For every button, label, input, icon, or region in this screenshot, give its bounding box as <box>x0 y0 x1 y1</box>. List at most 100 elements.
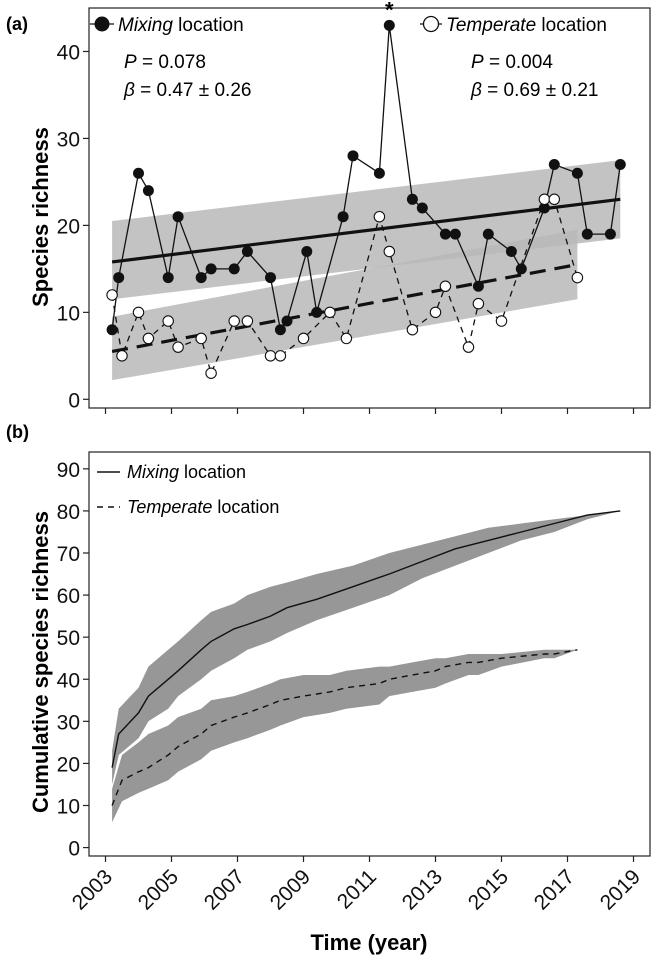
mixing-data-point <box>133 167 144 179</box>
x-tick-label: 2009 <box>266 865 315 914</box>
temperate-data-point <box>241 315 254 327</box>
temperate-data-point <box>116 350 128 362</box>
mixing-data-point <box>195 272 207 284</box>
temperate-beta-text: = 0.69 ± 0.21 <box>482 80 599 101</box>
mixing-data-point <box>538 202 550 214</box>
mixing-beta-symbol: β <box>123 80 135 101</box>
y-tick-label: 20 <box>57 215 80 238</box>
y-tick-label: 40 <box>57 669 80 692</box>
y-tick-label: 30 <box>57 128 80 151</box>
x-tick-label: 2015 <box>464 865 513 914</box>
mixing-cumulative-band <box>112 510 621 785</box>
mixing-beta: β = 0.47 ± 0.26 <box>123 80 251 101</box>
mixing-data-point <box>228 263 240 275</box>
temperate-data-point <box>172 341 184 353</box>
temperate-data-point <box>274 350 287 362</box>
panel-b-y-axis-label: Cumulative species richness <box>28 511 53 813</box>
panel-a-x-ticks <box>104 408 635 414</box>
mixing-data-point <box>241 245 253 257</box>
x-tick-label: 2019 <box>596 865 645 914</box>
temperate-data-point <box>571 271 584 284</box>
temperate-data-point <box>373 210 386 223</box>
panel-b-label: (b) <box>6 422 29 442</box>
mixing-data-point <box>406 193 418 205</box>
temperate-cumulative-line <box>111 649 578 806</box>
legend-b-mixing-rest: location <box>179 462 246 482</box>
legend-temperate-text: Temperate location <box>446 15 607 36</box>
temperate-data-point <box>462 341 475 353</box>
mixing-p-text: = 0.078 <box>137 52 206 73</box>
mixing-data-point <box>472 280 484 292</box>
mixing-data-point <box>311 306 323 318</box>
mixing-p-value: P = 0.078 <box>124 52 206 73</box>
mixing-data-point <box>439 228 451 240</box>
temperate-data-point <box>406 323 419 336</box>
y-tick-label: 60 <box>57 585 80 608</box>
mixing-beta-text: = 0.47 ± 0.26 <box>135 80 252 101</box>
panel-a-significance-marker: * <box>385 0 394 22</box>
x-tick-label: 2013 <box>398 865 447 914</box>
mixing-cumulative-line <box>111 510 621 768</box>
mixing-data-point <box>106 324 118 336</box>
panel-b: (b) Cumulative species richness 0 10 20 30 4… <box>6 422 651 955</box>
legend-mixing-italic: Mixing <box>118 15 173 36</box>
legend-temperate-italic: Temperate <box>446 15 536 36</box>
mixing-data-point <box>162 272 174 284</box>
mixing-p-symbol: P <box>124 52 137 73</box>
temperate-data-point <box>324 306 336 319</box>
y-tick-label: 10 <box>57 796 80 819</box>
temperate-data-point <box>162 315 174 327</box>
x-tick-label: 2007 <box>200 865 249 914</box>
legend-b-temperate-text: Temperate location <box>127 497 279 517</box>
mixing-data-point <box>113 272 125 284</box>
mixing-data-point <box>505 245 517 257</box>
mixing-data-point <box>142 185 154 197</box>
mixing-data-point <box>614 159 626 171</box>
panel-a: (a) Species richness 0 10 20 30 40 * Mixing … <box>6 0 651 414</box>
temperate-data-point <box>106 289 118 301</box>
y-tick-label: 30 <box>57 711 80 734</box>
temperate-cumulative-band <box>112 649 578 823</box>
x-tick-label: 2011 <box>333 865 381 913</box>
panel-b-x-ticks: 2003 2005 2007 2009 2011 2013 2015 2017 2019 <box>68 856 645 915</box>
y-tick-label: 50 <box>57 627 80 650</box>
temperate-data-point <box>142 332 155 345</box>
mixing-data-point <box>274 324 286 336</box>
mixing-data-point <box>373 167 385 179</box>
x-tick-label: 2005 <box>134 865 183 914</box>
mixing-data-point <box>301 245 313 257</box>
mixing-data-point <box>281 315 293 327</box>
mixing-data-point <box>347 150 359 162</box>
temperate-beta-symbol: β <box>470 80 482 101</box>
y-tick-label: 80 <box>57 501 80 524</box>
mixing-data-point <box>581 228 593 240</box>
mixing-data-point <box>449 228 461 240</box>
x-tick-label: 2003 <box>68 865 117 914</box>
temperate-p-value: P = 0.004 <box>471 52 553 73</box>
temperate-data-point <box>538 193 551 206</box>
y-tick-label: 70 <box>57 543 80 566</box>
mixing-data-point <box>604 228 616 240</box>
mixing-data-point <box>205 263 217 275</box>
temperate-p-text: = 0.004 <box>484 52 554 73</box>
temperate-data-point <box>472 297 485 310</box>
y-tick-label: 40 <box>57 41 80 64</box>
y-tick-label: 20 <box>57 753 80 776</box>
legend-temperate-marker <box>422 15 440 33</box>
mixing-data-point <box>416 202 428 214</box>
y-tick-label: 10 <box>57 302 80 325</box>
temperate-p-symbol: P <box>471 52 484 73</box>
legend-b-mixing-text: Mixing location <box>127 462 246 482</box>
x-axis-label: Time (year) <box>311 930 428 955</box>
temperate-data-point <box>195 332 207 345</box>
legend-b-temperate-rest: location <box>212 497 279 517</box>
legend-b-temperate-italic: Temperate <box>127 497 212 517</box>
panel-a-fit-lines <box>111 197 621 354</box>
panel-a-y-axis-label: Species richness <box>28 127 53 307</box>
panel-a-y-ticks: 0 10 20 30 40 <box>57 41 89 412</box>
temperate-data-point <box>429 306 442 319</box>
temperate-data-point <box>264 350 277 362</box>
legend-b-mixing-italic: Mixing <box>127 462 179 482</box>
mixing-data-point <box>515 263 527 275</box>
panel-b-confidence-bands <box>112 510 621 823</box>
